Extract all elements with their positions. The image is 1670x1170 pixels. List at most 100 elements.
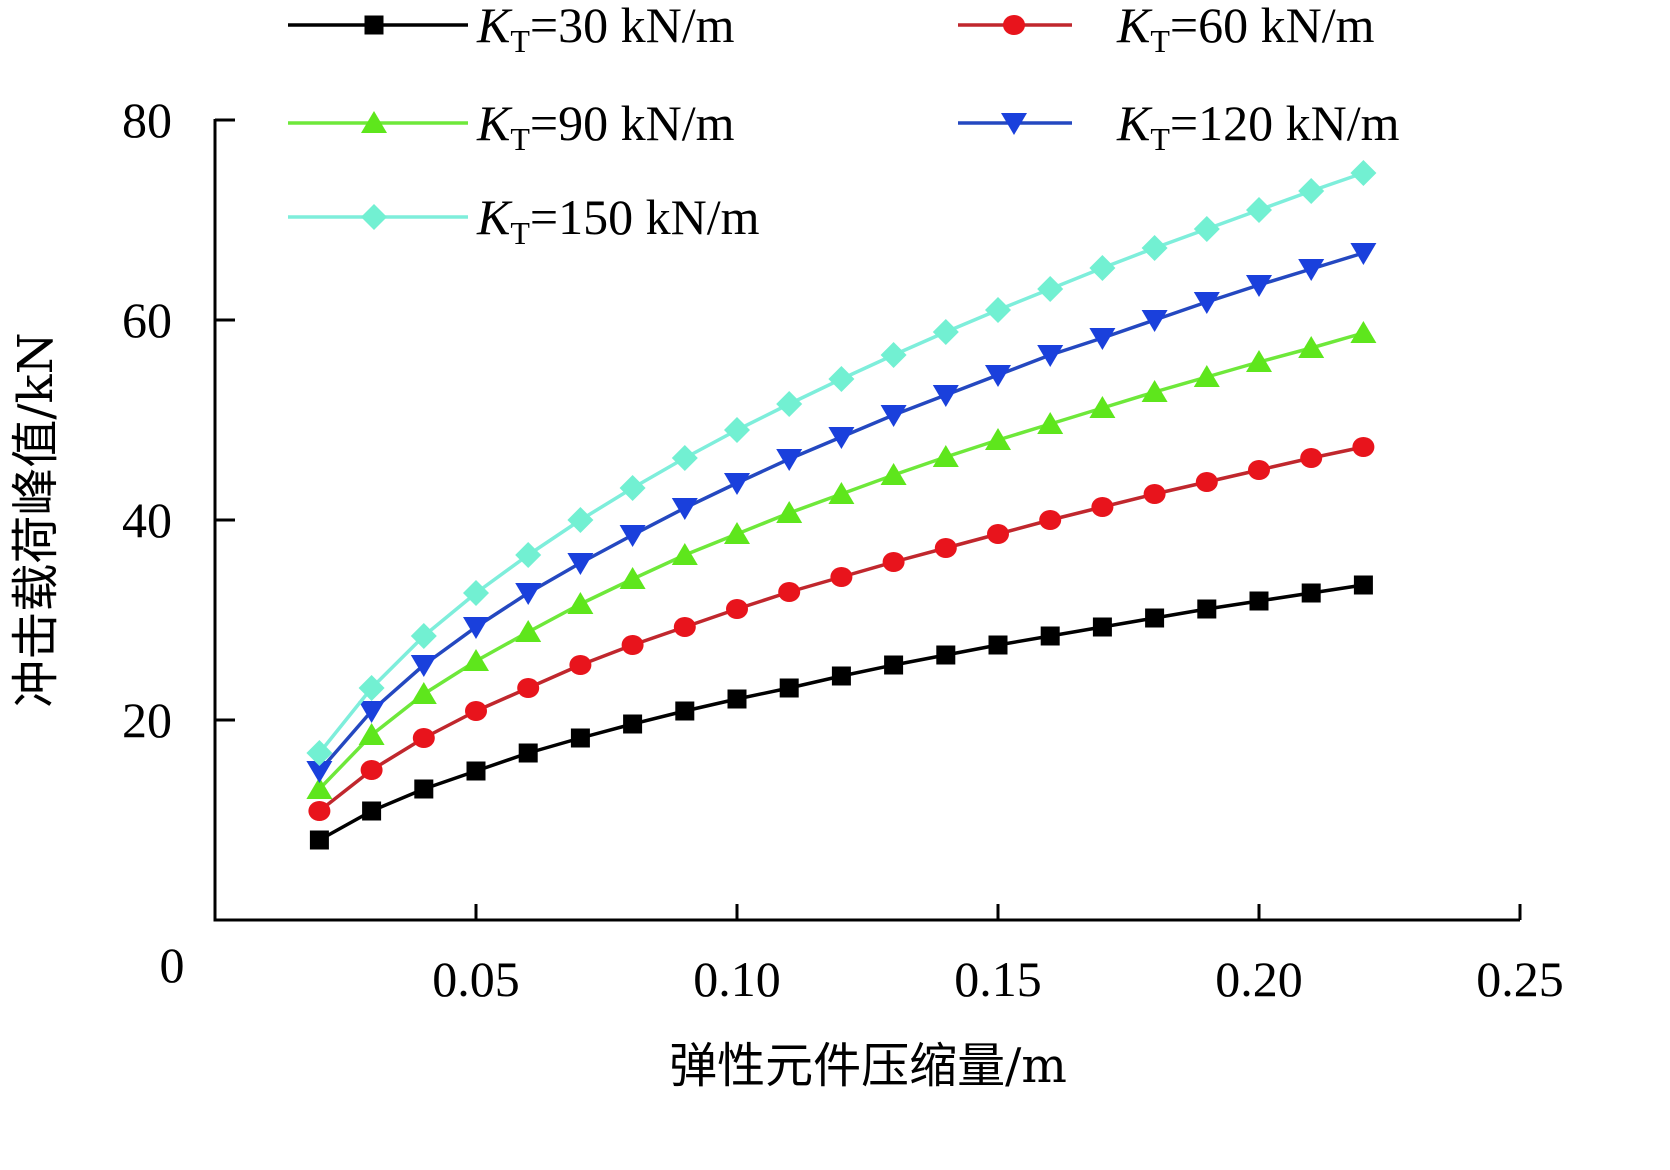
data-point: [1141, 235, 1168, 261]
data-point: [623, 714, 643, 734]
legend-item: KT=150 kN/m: [288, 189, 760, 251]
data-point: [671, 445, 698, 471]
data-point: [884, 655, 904, 675]
x-tick-label: 0.20: [1215, 951, 1303, 1007]
data-point: [776, 391, 803, 417]
data-point: [724, 417, 750, 443]
data-point: [466, 761, 486, 781]
data-point: [358, 723, 385, 745]
legend-value: =30 kN/m: [530, 0, 735, 53]
data-point: [727, 689, 747, 709]
data-point: [1193, 365, 1220, 387]
legend-marker: [361, 204, 387, 230]
data-point: [1300, 448, 1323, 468]
data-point: [675, 701, 695, 721]
x-tick-label: 0.05: [432, 951, 520, 1007]
data-point: [619, 475, 646, 501]
data-point: [619, 567, 646, 589]
y-tick-label: 80: [122, 92, 172, 148]
data-point: [932, 445, 959, 467]
data-point: [517, 678, 540, 698]
data-point: [1249, 591, 1269, 611]
legend-label: KT=150 kN/m: [476, 189, 760, 251]
data-point: [515, 542, 542, 568]
legend-item: KT=90 kN/m: [288, 95, 735, 157]
data-point: [778, 582, 801, 602]
data-point: [362, 801, 382, 821]
data-point: [985, 365, 1011, 387]
data-point: [360, 760, 383, 780]
data-point: [1298, 336, 1325, 358]
data-point: [515, 620, 542, 642]
legend-value: =90 kN/m: [530, 95, 735, 151]
data-point: [1350, 160, 1377, 186]
legend-marker: [364, 15, 384, 35]
data-point: [358, 701, 385, 723]
data-point: [465, 701, 487, 721]
data-point: [1145, 608, 1165, 628]
x-ticks: 0.05 0.10 0.15 0.20 0.25: [432, 904, 1564, 1007]
data-point: [1193, 216, 1220, 242]
x-tick-label: 0.15: [954, 951, 1042, 1007]
data-point: [776, 449, 803, 471]
data-point: [1089, 396, 1116, 418]
data-point: [410, 655, 437, 677]
data-point: [1246, 350, 1272, 372]
data-point: [1353, 575, 1373, 595]
legend-label: KT=60 kN/m: [1116, 0, 1375, 59]
legend-item: KT=60 kN/m: [958, 0, 1375, 59]
data-point: [673, 617, 696, 637]
legend-item: KT=30 kN/m: [288, 0, 735, 59]
data-point: [880, 342, 907, 368]
legend-subscript: T: [1150, 121, 1170, 157]
legend-symbol: K: [1116, 95, 1153, 151]
data-point: [410, 682, 437, 704]
data-point: [569, 655, 592, 675]
legend-symbol: K: [476, 189, 513, 245]
data-point: [463, 617, 489, 639]
legend-marker: [361, 111, 387, 133]
data-point: [306, 740, 333, 766]
data-point: [936, 645, 956, 665]
data-point: [567, 553, 594, 575]
data-point: [306, 777, 333, 799]
data-point: [671, 543, 698, 565]
data-point: [1246, 197, 1272, 223]
series-layer: [306, 160, 1377, 850]
data-point: [779, 678, 799, 698]
data-point: [828, 427, 855, 449]
axes: 20 40 60 80 0.05 0.10 0.15 0.20 0.25 0 弹性元件压缩量/…: [8, 92, 1564, 1094]
series-0: [309, 575, 1373, 850]
data-point: [308, 801, 331, 821]
data-point: [830, 567, 853, 587]
data-point: [828, 482, 855, 504]
data-point: [985, 297, 1011, 323]
legend-value: =60 kN/m: [1170, 0, 1375, 53]
data-point: [776, 501, 803, 523]
data-point: [726, 599, 748, 619]
data-point: [831, 666, 851, 686]
data-point: [1141, 310, 1168, 332]
data-point: [567, 507, 594, 533]
legend-subscript: T: [510, 215, 530, 251]
data-point: [671, 498, 698, 520]
data-point: [724, 522, 750, 544]
data-point: [1089, 255, 1116, 281]
x-tick-label: 0.10: [693, 951, 781, 1007]
y-axis-title: 冲击载荷峰值/kN: [8, 332, 64, 707]
series-2: [306, 321, 1377, 799]
data-point: [1195, 472, 1218, 492]
data-point: [619, 525, 646, 547]
data-point: [1298, 259, 1325, 281]
legend-value: =150 kN/m: [530, 189, 760, 245]
data-point: [570, 728, 590, 748]
data-point: [358, 675, 385, 701]
y-tick-label: 40: [122, 492, 172, 548]
legend-label: KT=90 kN/m: [476, 95, 735, 157]
data-point: [567, 592, 594, 614]
series-line: [318, 251, 1364, 773]
data-point: [985, 428, 1011, 450]
data-point: [1037, 276, 1064, 302]
origin-tick-label: 0: [160, 937, 185, 993]
data-point: [515, 583, 542, 605]
